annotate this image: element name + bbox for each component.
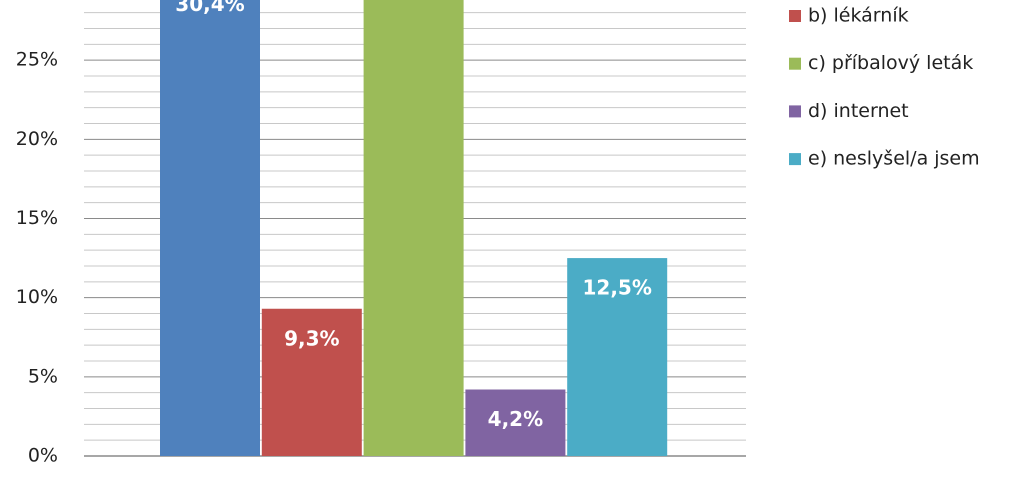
bar [261,308,362,456]
y-tick-label: 5% [28,365,58,387]
legend-label: c) příbalový leták [808,52,973,74]
y-tick-label: 25% [16,49,58,71]
value-label: 9,3% [284,326,339,350]
value-label: 12,5% [583,276,652,300]
value-label: 30,4% [175,0,244,16]
legend-label: e) neslyšel/a jsem [808,148,980,170]
bar [465,389,566,456]
legend-swatch [789,105,801,118]
legend-swatch [789,153,801,166]
legend-label: d) internet [808,100,909,122]
bar [567,258,668,456]
y-tick-label: 10% [16,286,58,308]
bar [160,0,260,457]
y-tick-label: 0% [28,445,58,467]
legend-swatch [789,57,801,70]
legend-swatch [789,10,801,22]
y-tick-label: 15% [16,207,58,229]
bar [363,0,464,456]
value-label: 4,2% [488,407,543,431]
y-tick-label: 20% [16,128,58,150]
legend-label: b) lékárník [808,5,909,27]
